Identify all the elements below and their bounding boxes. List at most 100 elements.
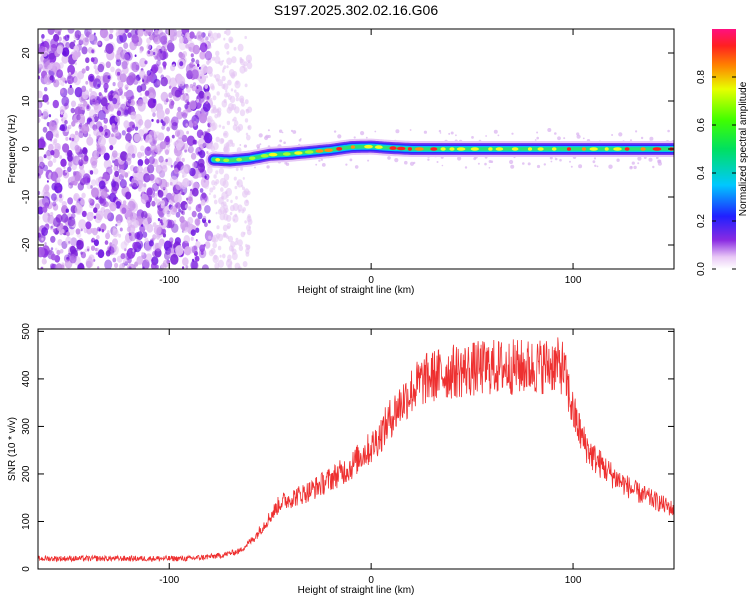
noise-speckle bbox=[188, 201, 192, 205]
band-speckle bbox=[485, 135, 487, 137]
noise-speckle bbox=[98, 93, 104, 100]
noise-speckle bbox=[68, 185, 71, 188]
noise-speckle bbox=[212, 95, 217, 101]
noise-speckle bbox=[244, 83, 248, 88]
noise-speckle bbox=[222, 233, 226, 238]
noise-speckle bbox=[176, 110, 183, 120]
noise-speckle bbox=[38, 206, 44, 215]
noise-speckle bbox=[59, 105, 66, 114]
noise-speckle bbox=[221, 83, 226, 89]
noise-speckle bbox=[138, 80, 141, 84]
noise-speckle bbox=[38, 63, 42, 68]
noise-speckle bbox=[149, 92, 154, 98]
noise-speckle bbox=[61, 81, 65, 87]
noise-speckle bbox=[229, 211, 233, 216]
noise-speckle bbox=[186, 93, 188, 96]
noise-speckle bbox=[205, 36, 209, 41]
noise-speckle bbox=[216, 112, 221, 118]
noise-speckle bbox=[143, 30, 149, 37]
noise-speckle bbox=[247, 190, 251, 196]
noise-speckle bbox=[189, 179, 194, 185]
noise-speckle bbox=[84, 153, 88, 157]
snr-y-tick-label: 300 bbox=[21, 418, 32, 435]
noise-speckle bbox=[206, 230, 210, 236]
noise-speckle bbox=[234, 106, 240, 114]
noise-speckle bbox=[80, 228, 83, 232]
noise-speckle bbox=[162, 207, 168, 215]
noise-speckle bbox=[222, 253, 226, 259]
noise-speckle bbox=[139, 49, 143, 54]
noise-speckle bbox=[105, 232, 111, 240]
noise-speckle bbox=[100, 97, 108, 107]
noise-speckle bbox=[160, 119, 164, 124]
noise-speckle bbox=[174, 89, 181, 98]
band-speckle bbox=[315, 163, 318, 166]
noise-speckle bbox=[119, 262, 125, 269]
noise-speckle bbox=[234, 240, 239, 246]
noise-speckle bbox=[155, 199, 161, 206]
band-speckle bbox=[488, 167, 491, 169]
noise-speckle bbox=[89, 170, 94, 175]
noise-speckle bbox=[103, 152, 110, 161]
band-speckle bbox=[337, 134, 342, 139]
noise-speckle bbox=[82, 105, 86, 111]
snr-panel: -100 0 100 0 100 200 300 400 500 Height of stra… bbox=[7, 323, 675, 596]
band-speckle bbox=[652, 165, 655, 169]
band-speckle bbox=[367, 159, 370, 162]
noise-speckle bbox=[57, 31, 61, 36]
noise-speckle bbox=[220, 187, 224, 192]
noise-speckle bbox=[195, 239, 198, 242]
noise-speckle bbox=[204, 182, 209, 190]
noise-speckle bbox=[46, 149, 52, 157]
snr-y-tick-label: 0 bbox=[21, 566, 32, 572]
band-speckle bbox=[353, 136, 356, 139]
noise-speckle bbox=[186, 101, 190, 105]
noise-speckle bbox=[120, 103, 127, 112]
noise-speckle bbox=[65, 236, 72, 245]
noise-speckle bbox=[190, 188, 193, 192]
noise-speckle bbox=[189, 100, 197, 110]
noise-speckle bbox=[85, 57, 90, 64]
noise-speckle bbox=[226, 120, 231, 126]
noise-speckle bbox=[217, 245, 222, 251]
colorbar: 0.0 0.2 0.4 0.6 0.8 Normalized spectral ampl… bbox=[696, 29, 749, 276]
noise-speckle bbox=[88, 254, 95, 263]
noise-speckle bbox=[109, 29, 114, 34]
band-speckle bbox=[522, 162, 525, 165]
noise-speckle bbox=[235, 195, 238, 200]
noise-speckle bbox=[211, 236, 217, 243]
noise-speckle bbox=[70, 237, 78, 247]
spectrogram-y-tick-label: -20 bbox=[21, 237, 32, 252]
noise-speckle bbox=[149, 173, 155, 181]
noise-speckle bbox=[184, 226, 189, 232]
noise-speckle bbox=[95, 229, 98, 233]
noise-speckle bbox=[186, 135, 195, 147]
noise-speckle bbox=[120, 49, 128, 60]
band-speckle bbox=[640, 136, 644, 140]
noise-speckle bbox=[81, 85, 87, 93]
noise-speckle bbox=[124, 52, 131, 61]
noise-speckle bbox=[147, 50, 151, 55]
noise-speckle bbox=[67, 149, 73, 157]
noise-speckle bbox=[86, 105, 90, 110]
noise-speckle bbox=[208, 219, 211, 224]
noise-speckle bbox=[69, 245, 76, 254]
noise-speckle bbox=[81, 68, 86, 74]
noise-speckle bbox=[221, 75, 226, 82]
noise-speckle bbox=[142, 266, 145, 269]
noise-speckle bbox=[126, 127, 131, 133]
noise-speckle bbox=[93, 150, 100, 159]
noise-speckle bbox=[212, 32, 219, 41]
band-speckle bbox=[239, 144, 242, 146]
snr-y-tick-label: 200 bbox=[21, 465, 32, 482]
noise-speckle bbox=[224, 132, 227, 136]
noise-speckle bbox=[236, 179, 243, 188]
noise-speckle bbox=[198, 173, 202, 178]
noise-speckle bbox=[123, 109, 129, 116]
noise-speckle bbox=[209, 97, 213, 102]
noise-speckle bbox=[219, 60, 224, 66]
noise-speckle bbox=[62, 143, 70, 153]
noise-speckle bbox=[190, 229, 196, 237]
noise-speckle bbox=[78, 39, 84, 46]
noise-speckle bbox=[81, 210, 87, 218]
